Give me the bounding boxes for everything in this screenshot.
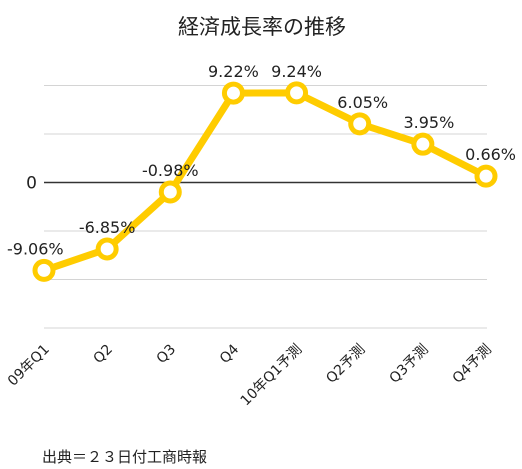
source-note: 出典＝２３日付工商時報 — [42, 448, 208, 466]
x-tick-label: Q2予測 — [323, 342, 368, 387]
x-tick-label: Q2 — [91, 342, 116, 367]
data-label: -9.06% — [7, 239, 64, 258]
x-tick-label: Q3 — [154, 342, 179, 367]
data-point — [411, 132, 435, 156]
data-label: 9.24% — [271, 62, 322, 81]
x-tick-label: Q4予測 — [450, 342, 495, 387]
data-point — [158, 180, 182, 204]
data-label: 9.22% — [208, 62, 259, 81]
data-label: 6.05% — [337, 93, 388, 112]
data-point — [32, 258, 56, 282]
data-point — [474, 164, 498, 188]
data-points — [32, 81, 498, 282]
data-point — [285, 81, 309, 105]
x-tick-label: 09年Q1 — [5, 342, 53, 390]
gridlines — [44, 85, 487, 329]
x-tick-label: Q4 — [217, 341, 242, 366]
data-label: 0.66% — [465, 145, 516, 164]
x-tick-label: Q3予測 — [386, 342, 431, 387]
chart-title: 経済成長率の推移 — [178, 15, 346, 39]
y-axis-ticks: 0 — [26, 174, 37, 194]
data-labels: -9.06% -6.85% -0.98% 9.22% 9.24% 6.05% 3.95% 0.… — [7, 62, 516, 259]
y-tick-label: 0 — [26, 174, 37, 194]
data-label: 3.95% — [403, 113, 454, 132]
data-label: -6.85% — [79, 218, 136, 237]
data-point — [221, 81, 245, 105]
x-tick-label: 10年Q1予測 — [238, 342, 306, 410]
data-point — [348, 112, 372, 136]
data-label: -0.98% — [142, 161, 199, 180]
data-point — [95, 237, 119, 261]
